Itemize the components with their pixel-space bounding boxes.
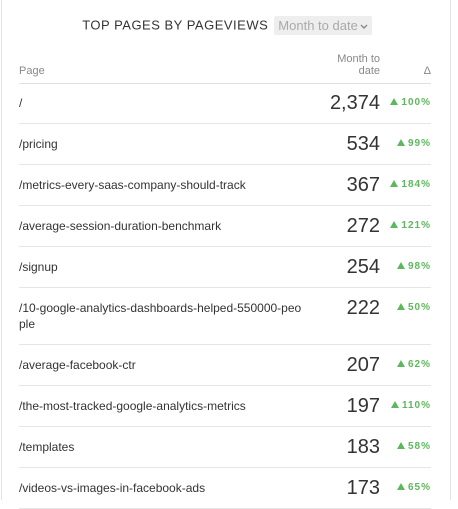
- delta-value: 99%: [407, 138, 431, 149]
- delta: 184%: [380, 165, 431, 205]
- delta-value: 65%: [407, 482, 431, 493]
- up-arrow: [390, 220, 399, 228]
- column-header: Month to date: [337, 53, 380, 77]
- delta-value: 110%: [401, 400, 431, 411]
- table-header: Page Month to date Δ: [19, 52, 431, 84]
- pageviews: 173: [346, 477, 380, 499]
- pageviews: 254: [346, 256, 380, 278]
- delta-value: 50%: [407, 302, 431, 313]
- column-header: Page: [19, 65, 45, 77]
- table-row: /average-session-duration-benchmark 272 12…: [19, 206, 431, 247]
- up-arrow: [390, 400, 399, 408]
- widget-title: TOP PAGES BY PAGEVIEWS: [82, 17, 269, 33]
- pageviews: 197: [346, 395, 380, 417]
- table-row: /10-google-analytics-dashboards-helped-5…: [19, 288, 431, 345]
- pageviews: 2,374: [329, 92, 380, 114]
- page-path: /average-facebook-ctr: [19, 358, 136, 372]
- delta-value: 100%: [401, 97, 431, 108]
- period-dropdown[interactable]: Month to date: [274, 16, 372, 36]
- delta: 50%: [380, 288, 431, 344]
- header: TOP PAGES BY PAGEVIEWS Month to date: [2, 15, 452, 36]
- delta-value: 98%: [407, 261, 431, 272]
- table-body: / 2,374 100% /pricing 534 99% /metrics-every-s…: [19, 83, 431, 509]
- pageviews: 207: [346, 354, 380, 376]
- table-row: /templates 183 58%: [19, 427, 431, 468]
- table-row: /pricing 534 99%: [19, 124, 431, 165]
- delta: 98%: [380, 247, 431, 287]
- pageviews: 222: [346, 297, 380, 319]
- page-path: /10-google-analytics-dashboards-helped-5…: [19, 301, 302, 331]
- delta: 121%: [380, 206, 431, 246]
- up-arrow: [396, 302, 405, 310]
- delta: 62%: [380, 345, 431, 385]
- up-arrow: [396, 138, 405, 146]
- pageviews: 272: [346, 215, 380, 237]
- delta-value: 121%: [401, 220, 431, 231]
- pageviews: 367: [346, 174, 380, 196]
- pageviews: 183: [346, 436, 380, 458]
- delta-value: 184%: [401, 179, 431, 190]
- table-row: /average-facebook-ctr 207 62%: [19, 345, 431, 386]
- page-path: /videos-vs-images-in-facebook-ads: [19, 481, 206, 495]
- page-path: /signup: [19, 260, 58, 274]
- page-path: /the-most-tracked-google-analytics-metri…: [19, 399, 246, 413]
- up-arrow: [390, 179, 399, 187]
- delta-value: 58%: [407, 441, 431, 452]
- up-arrow: [396, 441, 405, 449]
- delta-value: 62%: [407, 359, 431, 370]
- delta: 100%: [380, 83, 431, 123]
- page-path: /: [19, 96, 23, 110]
- up-arrow: [390, 97, 399, 105]
- table-row: /signup 254 98%: [19, 247, 431, 288]
- page-path: /metrics-every-saas-company-should-track: [19, 178, 246, 192]
- page-path: /pricing: [19, 137, 58, 151]
- column-header: Δ: [423, 65, 431, 77]
- delta: 110%: [380, 386, 431, 426]
- pageviews: 534: [346, 133, 380, 155]
- delta: 58%: [380, 427, 431, 467]
- delta: 99%: [380, 124, 431, 164]
- table-row: /metrics-every-saas-company-should-track…: [19, 165, 431, 206]
- chevron: [360, 24, 368, 29]
- table-row: / 2,374 100%: [19, 83, 431, 124]
- up-arrow: [396, 261, 405, 269]
- page-path: /average-session-duration-benchmark: [19, 219, 222, 233]
- table-row: /the-most-tracked-google-analytics-metri…: [19, 386, 431, 427]
- page-path: /templates: [19, 440, 75, 454]
- delta: 65%: [380, 468, 431, 508]
- up-arrow: [396, 482, 405, 490]
- up-arrow: [396, 359, 405, 367]
- period-label: Month to date: [278, 18, 358, 34]
